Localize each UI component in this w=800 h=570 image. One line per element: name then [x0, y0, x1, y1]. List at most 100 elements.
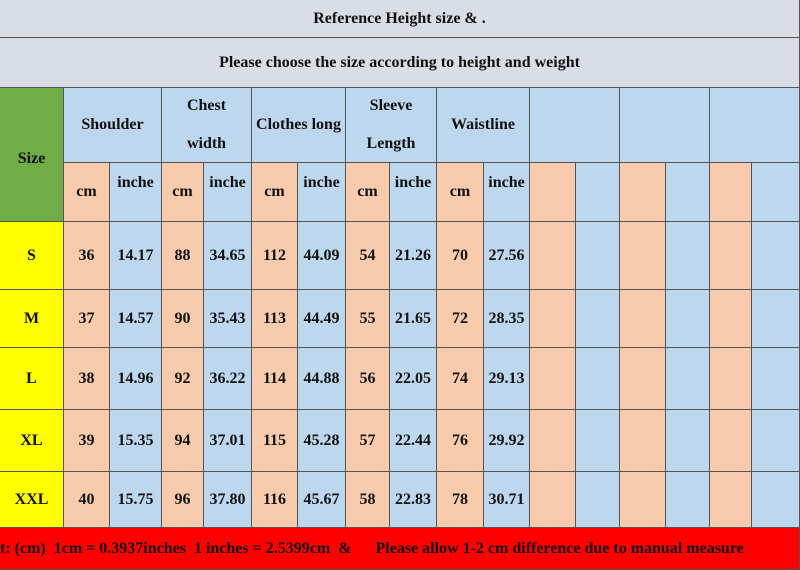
empty-cell — [530, 290, 576, 348]
empty-cell — [620, 222, 666, 290]
size-header: Size — [0, 88, 64, 222]
measurement: 45.67 — [298, 472, 346, 528]
empty-cell — [530, 410, 576, 472]
empty-cell — [752, 472, 800, 528]
measurement: 14.17 — [110, 222, 162, 290]
empty-cell — [576, 163, 620, 222]
empty-cell — [530, 163, 576, 222]
measurement: 74 — [437, 348, 484, 410]
measurement: 35.43 — [204, 290, 252, 348]
unit-cm: cm — [346, 163, 390, 222]
empty-cell — [620, 163, 666, 222]
measurement: 22.05 — [390, 348, 437, 410]
measurement: 113 — [252, 290, 298, 348]
empty-cell — [576, 290, 620, 348]
measurement: 45.28 — [298, 410, 346, 472]
measurement: 112 — [252, 222, 298, 290]
measurement: 36.22 — [204, 348, 252, 410]
size-name: S — [0, 222, 64, 290]
measurement: 39 — [64, 410, 110, 472]
empty-header — [530, 88, 620, 163]
empty-cell — [530, 348, 576, 410]
measurement: 56 — [346, 348, 390, 410]
unit-cm: cm — [162, 163, 204, 222]
empty-cell — [666, 290, 710, 348]
empty-cell — [710, 410, 752, 472]
unit-cm: cm — [252, 163, 298, 222]
measurement: 70 — [437, 222, 484, 290]
measurement: 29.92 — [484, 410, 530, 472]
column-header: Clothes long — [252, 88, 346, 163]
measurement: 55 — [346, 290, 390, 348]
empty-cell — [710, 222, 752, 290]
measurement: 40 — [64, 472, 110, 528]
measurement: 54 — [346, 222, 390, 290]
empty-cell — [620, 410, 666, 472]
measurement: 44.49 — [298, 290, 346, 348]
measurement: 115 — [252, 410, 298, 472]
measurement: 90 — [162, 290, 204, 348]
unit-cm: cm — [64, 163, 110, 222]
empty-cell — [620, 290, 666, 348]
column-header: Chest width — [162, 88, 252, 163]
empty-cell — [576, 222, 620, 290]
empty-cell — [752, 410, 800, 472]
empty-cell — [710, 163, 752, 222]
empty-cell — [576, 410, 620, 472]
measurement: 78 — [437, 472, 484, 528]
measurement: 44.09 — [298, 222, 346, 290]
empty-cell — [752, 290, 800, 348]
unit-inch: inche — [204, 163, 252, 222]
measurement: 37.01 — [204, 410, 252, 472]
empty-header — [620, 88, 710, 163]
measurement: 22.44 — [390, 410, 437, 472]
empty-header — [710, 88, 800, 163]
empty-cell — [710, 472, 752, 528]
measurement: 30.71 — [484, 472, 530, 528]
measurement: 29.13 — [484, 348, 530, 410]
empty-cell — [710, 348, 752, 410]
measurement: 14.57 — [110, 290, 162, 348]
measurement: 36 — [64, 222, 110, 290]
measurement: 21.65 — [390, 290, 437, 348]
measurement: 92 — [162, 348, 204, 410]
measurement: 34.65 — [204, 222, 252, 290]
measurement: 37.80 — [204, 472, 252, 528]
empty-cell — [530, 222, 576, 290]
empty-cell — [576, 472, 620, 528]
empty-cell — [752, 222, 800, 290]
footer-note: t: (cm) 1cm = 0.3937inches 1 inches = 2.… — [0, 528, 800, 570]
empty-cell — [666, 163, 710, 222]
measurement: 57 — [346, 410, 390, 472]
empty-cell — [710, 290, 752, 348]
empty-cell — [620, 348, 666, 410]
measurement: 37 — [64, 290, 110, 348]
measurement: 38 — [64, 348, 110, 410]
measurement: 76 — [437, 410, 484, 472]
size-name: L — [0, 348, 64, 410]
subtitle: Please choose the size according to heig… — [0, 38, 800, 88]
title: Reference Height size & . — [0, 0, 800, 38]
measurement: 15.75 — [110, 472, 162, 528]
empty-cell — [752, 163, 800, 222]
measurement: 94 — [162, 410, 204, 472]
unit-inch: inche — [110, 163, 162, 222]
empty-cell — [666, 348, 710, 410]
unit-cm: cm — [437, 163, 484, 222]
empty-cell — [752, 348, 800, 410]
measurement: 116 — [252, 472, 298, 528]
unit-inch: inche — [484, 163, 530, 222]
measurement: 44.88 — [298, 348, 346, 410]
measurement: 15.35 — [110, 410, 162, 472]
unit-inch: inche — [390, 163, 437, 222]
size-name: XXL — [0, 472, 64, 528]
measurement: 96 — [162, 472, 204, 528]
size-name: M — [0, 290, 64, 348]
measurement: 72 — [437, 290, 484, 348]
measurement: 21.26 — [390, 222, 437, 290]
column-header: Sleeve Length — [346, 88, 437, 163]
unit-inch: inche — [298, 163, 346, 222]
empty-cell — [576, 348, 620, 410]
size-name: XL — [0, 410, 64, 472]
measurement: 28.35 — [484, 290, 530, 348]
